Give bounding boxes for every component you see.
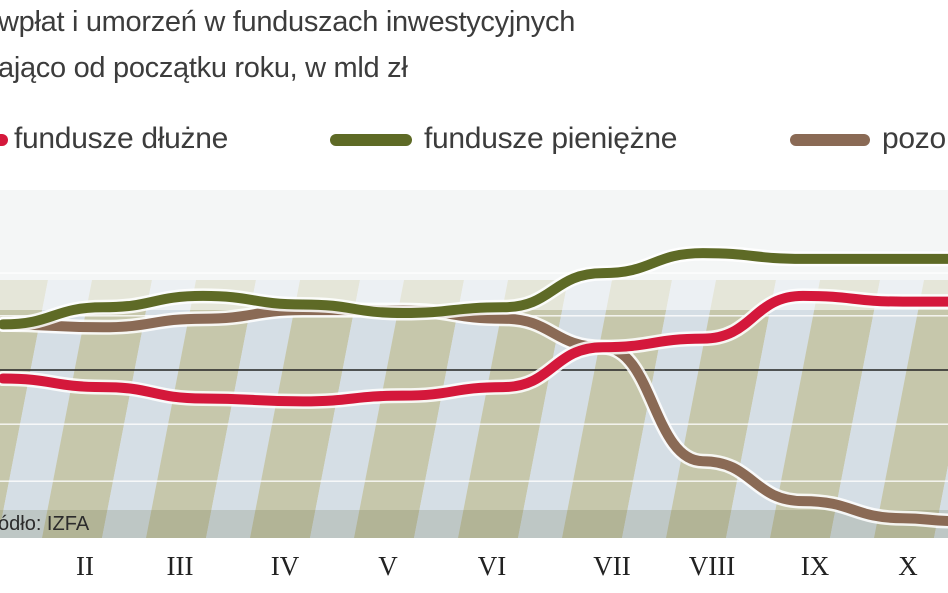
- stripe-light: [414, 280, 508, 538]
- series-line-0: [0, 290, 948, 407]
- month-label-III: III: [167, 551, 194, 581]
- stripe-dark: [250, 280, 360, 538]
- month-label-VI: VI: [478, 551, 507, 581]
- legend-swatch-debt: [0, 134, 8, 146]
- stripe-light: [102, 280, 196, 538]
- month-label-IX: IX: [801, 551, 830, 581]
- plot-background: [0, 190, 948, 538]
- source-note: ódło: IZFA: [0, 513, 90, 535]
- legend-swatch-money: [330, 134, 412, 146]
- stripe-light: [206, 280, 300, 538]
- stripe-dark: [42, 280, 152, 538]
- series-line-2: [0, 305, 948, 526]
- stripe-dark: [458, 280, 568, 538]
- stripe-light: [830, 280, 924, 538]
- chart-title: wpłat i umorzeń w funduszach inwestycyjn…: [0, 6, 576, 38]
- legend-item-other: pozo: [790, 122, 948, 158]
- legend-label-money: fundusze pieniężne: [424, 122, 678, 155]
- month-label-II: II: [76, 551, 94, 581]
- series-group: [0, 245, 948, 529]
- legend-label-other: pozo: [882, 122, 946, 155]
- legend-label-debt: fundusze dłużne: [14, 122, 228, 155]
- legend-swatch-other: [790, 134, 870, 146]
- series-line-1: [0, 248, 948, 330]
- month-label-VII: VII: [593, 551, 630, 581]
- stripe-dark: [354, 280, 464, 538]
- x-axis-labels: II III IV V VI VII VIII IX X: [76, 551, 918, 581]
- stripe-dark: [666, 280, 776, 538]
- chart-subtitle: ająco od początku roku, w mld zł: [0, 52, 408, 84]
- legend-item-debt: fundusze dłużne: [0, 122, 280, 158]
- stripe-light: [0, 280, 92, 538]
- legend-item-money: fundusze pieniężne: [330, 122, 750, 158]
- month-label-V: V: [378, 551, 398, 581]
- month-label-X: X: [898, 551, 918, 581]
- bottom-band: [0, 510, 948, 538]
- month-label-IV: IV: [271, 551, 300, 581]
- stripe-dark: [874, 280, 948, 538]
- stripe-light: [310, 280, 404, 538]
- stripe-dark: [770, 280, 880, 538]
- month-label-VIII: VIII: [689, 551, 735, 581]
- stripe-dark: [146, 280, 256, 538]
